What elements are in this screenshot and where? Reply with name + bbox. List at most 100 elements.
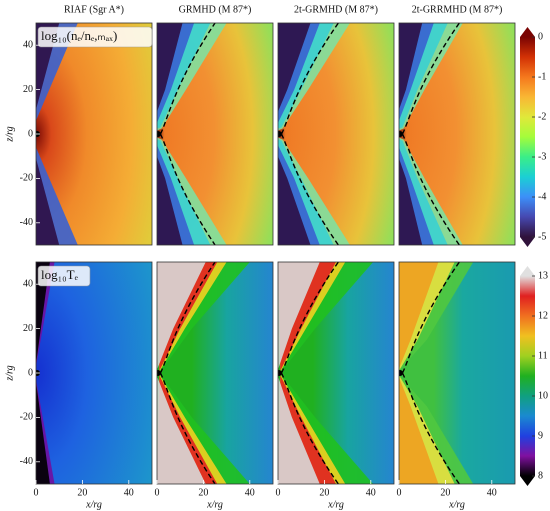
annotation-box [37,265,91,287]
x-tick-label: 20 [198,487,208,498]
x-tick-label: 40 [487,487,497,498]
jet-boundary [280,133,339,245]
x-tick-label: 40 [124,487,134,498]
colorbar-tick-label: 12 [538,310,548,321]
x-tick-label: 0 [155,487,160,498]
heatmap-region [278,376,320,484]
column-title: GRMHD (M 87*) [179,4,252,15]
heatmap-image [278,262,394,484]
colorbar-extend-bottom [520,237,535,247]
colorbar-tick-label: 9 [538,430,543,441]
column-title: RIAF (Sgr A*) [64,4,124,15]
x-tick-label: 20 [77,487,87,498]
x-axis-label: x/rg [327,499,344,510]
heatmap-image [157,23,273,245]
colorbar-tick-label: 11 [538,350,548,361]
x-tick-label: 40 [245,487,255,498]
annotation: log₁₀(nₑ/nₑ,ₘₐₓ) [41,28,117,43]
y-axis-label: z/rg [4,126,15,142]
heatmap-region [157,156,183,245]
colorbar-extend-bottom [520,476,535,486]
jet-boundary [280,262,339,374]
x-tick-label: 0 [397,487,402,498]
y-axis-label: z/rg [4,365,15,381]
heatmap-image [278,23,394,245]
heatmap-region [157,23,183,112]
panel: 0 20 40 x/rg [155,261,274,510]
colorbar-tick-label: -4 [538,191,546,202]
x-tick-label: 20 [440,487,450,498]
colorbar-tick-label: 13 [538,270,548,281]
black-hole [157,370,161,376]
colorbar-tick-label: 8 [538,470,543,481]
column-title: 2t-GRMHD (M 87*) [294,4,378,15]
x-tick-label: 40 [366,487,376,498]
black-hole [157,131,161,137]
x-tick-label: 0 [276,487,281,498]
black-hole [399,370,403,376]
black-hole [278,131,282,137]
panel: log₁₀Tₑ -40 -20 0 20 40 0 20 40 z/rg x/rg [4,261,153,510]
heatmap-region [399,262,439,369]
heatmap-region [36,158,60,245]
heatmap-image [36,262,152,484]
annotation-box [37,26,153,48]
heatmap-image [399,262,515,484]
heatmap-region [278,262,320,370]
heatmap-background [36,262,152,484]
jet-boundary [159,133,216,245]
panel-frame [156,22,274,246]
heatmap-region [278,23,311,112]
panel: 0 20 40 x/rg [276,261,395,510]
y-tick-label: -20 [20,412,33,423]
y-tick-label: 20 [23,323,33,334]
heatmap-region [399,377,439,484]
black-hole [399,131,403,137]
y-tick-label: -20 [20,173,33,184]
colorbar-tick-label: -2 [538,111,546,122]
x-axis-label: x/rg [85,499,102,510]
panel-frame [398,261,516,485]
x-tick-label: 20 [319,487,329,498]
panel: RIAF (Sgr A*) log₁₀(nₑ/nₑ,ₘₐₓ) -40 -20 0 20 40… [4,4,153,246]
jet-boundary [280,23,339,135]
jet-boundary [159,23,216,135]
y-tick-label: 0 [28,367,33,378]
heatmap-image [399,23,515,245]
colorbar-tick-label: 0 [538,31,543,42]
jet-boundary [159,262,216,374]
jet-boundary [401,262,460,374]
colorbar [520,276,535,476]
jet-boundary [401,23,460,135]
panel: GRMHD (M 87*) [156,4,274,246]
heatmap-region [36,262,50,365]
panel-frame [398,22,516,246]
heatmap-image [36,23,152,245]
colorbar [520,37,535,237]
jet-boundary [401,133,460,245]
heatmap-region [399,23,423,110]
colorbar-tick-label: 10 [538,390,548,401]
annotation: log₁₀Tₑ [41,267,79,282]
y-tick-label: 20 [23,84,33,95]
y-tick-label: 40 [23,39,33,50]
y-tick-label: 40 [23,278,33,289]
jet-boundary [159,372,216,484]
colorbar-tick-label: -3 [538,151,546,162]
heatmap-region [278,156,311,245]
heatmap-image [157,262,273,484]
panel-frame [277,22,395,246]
jet-boundary [401,372,460,484]
panel-frame [277,261,395,485]
colorbar-extend-top [520,266,535,276]
x-axis-label: x/rg [206,499,223,510]
panel: 0 20 40 x/rg 8 9 10 11 12 13 [397,261,548,510]
colorbar-tick-label: -5 [538,231,546,242]
heatmap-region [157,376,206,484]
x-tick-label: 0 [34,487,39,498]
colorbar-tick-label: -1 [538,71,546,82]
jet-boundary [280,372,339,484]
column-title: 2t-GRRMHD (M 87*) [412,4,503,15]
black-hole [278,370,282,376]
